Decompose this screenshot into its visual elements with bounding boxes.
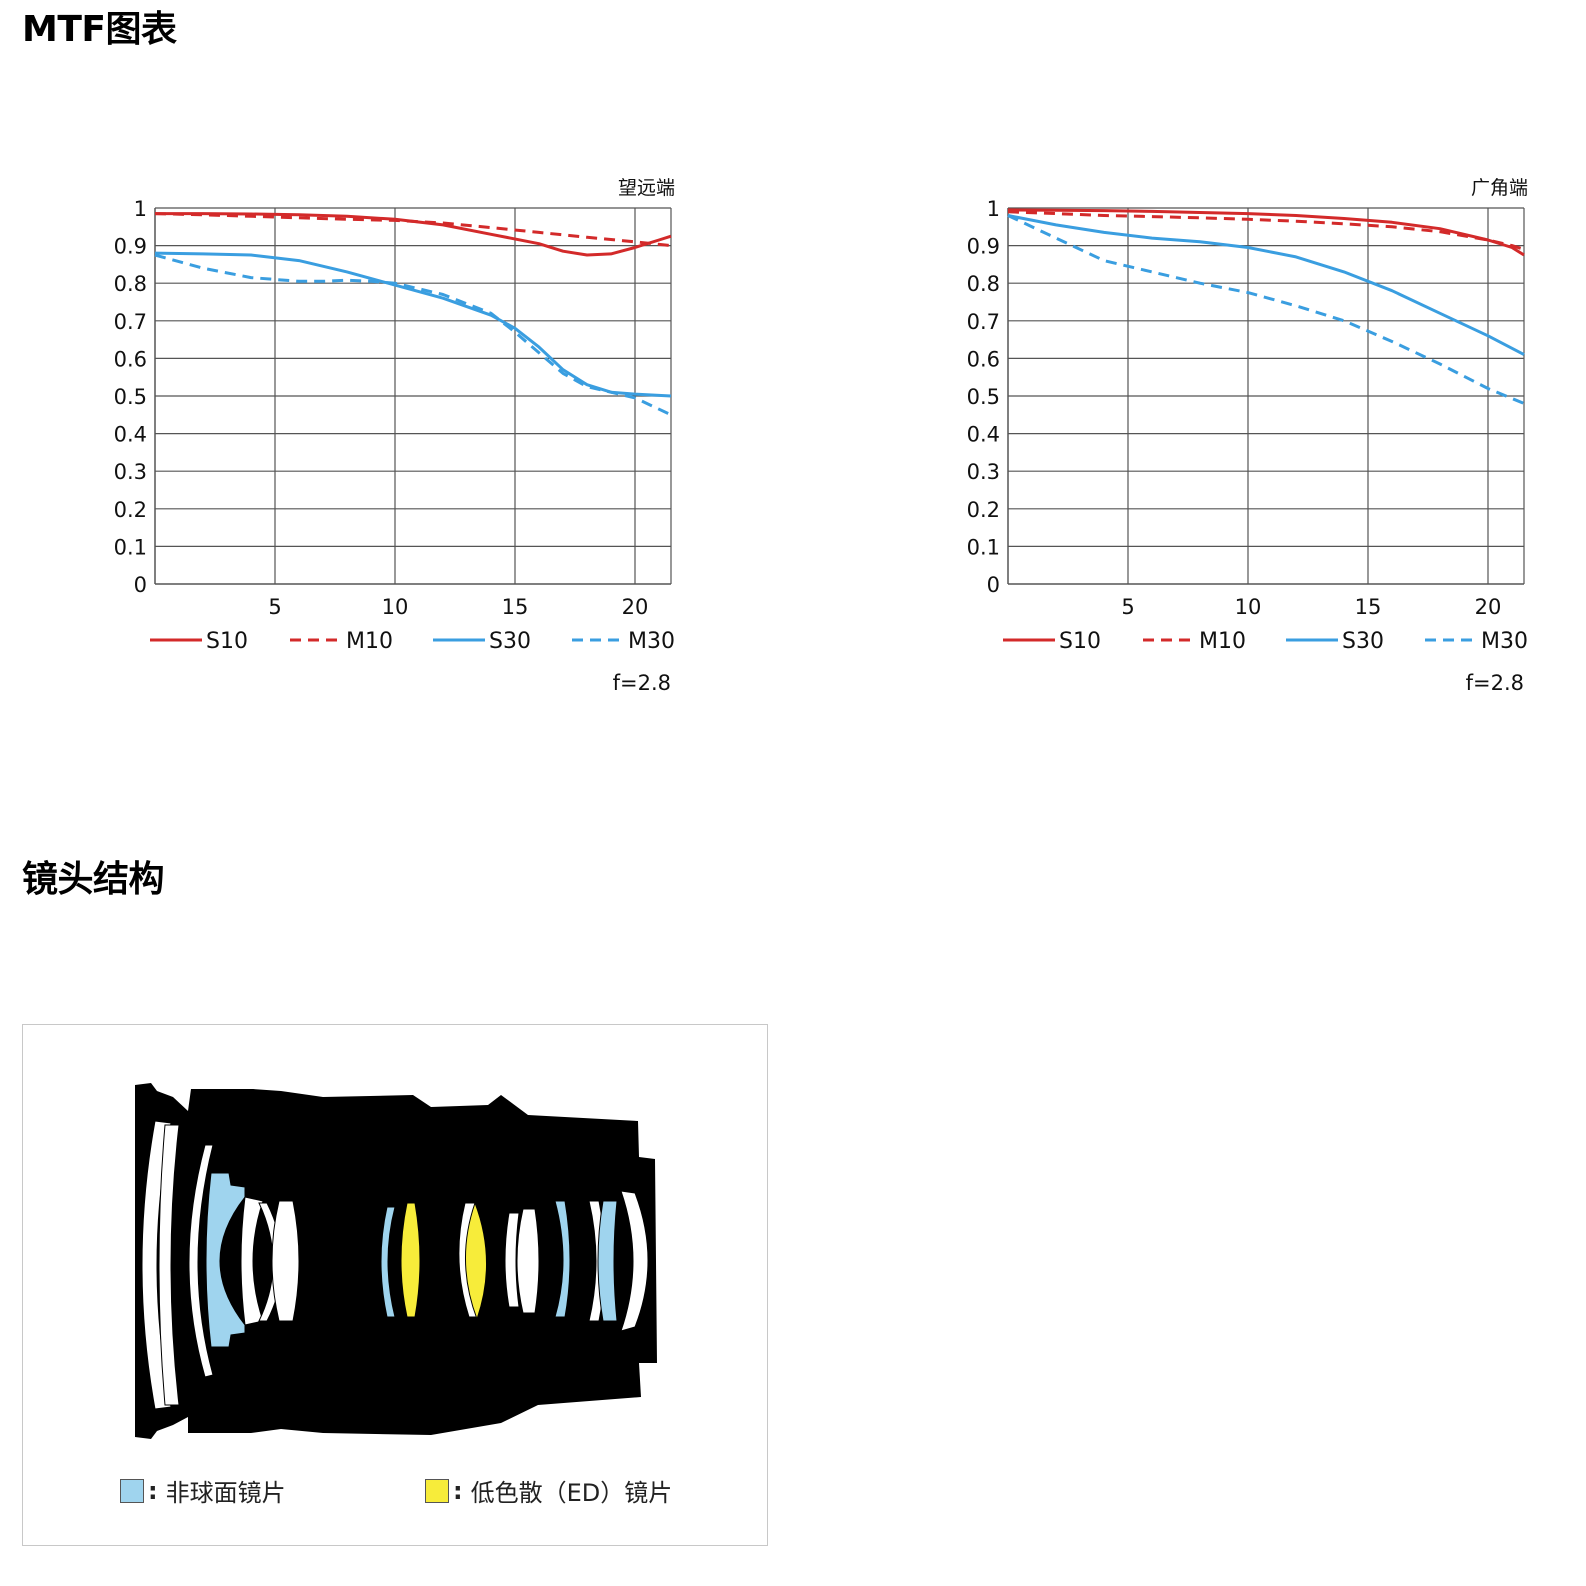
y-tick-label: 0.2 — [114, 498, 147, 522]
y-tick-label: 0.7 — [967, 310, 1000, 334]
y-tick-label: 0.6 — [967, 347, 1000, 371]
y-tick-label: 0.4 — [114, 423, 147, 447]
lens-construction-panel: : 非球面镜片 : 低色散（ED）镜片 — [22, 1024, 768, 1546]
y-tick-label: 0.5 — [967, 385, 1000, 409]
legend-label-m10: M10 — [1199, 629, 1246, 654]
mtf-chart-wide: 0 0.1 0.2 0.3 0.4 0.5 0.6 0.7 0.8 0.9 1 5 10 15 20 广角端 S… — [958, 160, 1586, 720]
y-tick-label: 0.9 — [967, 235, 1000, 259]
y-tick-label: 0.5 — [114, 385, 147, 409]
x-tick-label: 5 — [268, 595, 281, 619]
legend-swatch-aspherical — [120, 1478, 144, 1503]
lens-section-title: 镜头结构 — [22, 859, 165, 900]
x-tick-label: 10 — [382, 595, 409, 619]
y-tick-label: 0.2 — [967, 498, 1000, 522]
y-tick-label: 0.8 — [967, 272, 1000, 296]
chart-footnote: f=2.8 — [613, 671, 671, 695]
y-tick-label: 0.4 — [967, 423, 1000, 447]
legend-label-ed: 低色散（ED）镜片 — [470, 1479, 673, 1507]
legend-label-m30: M30 — [1481, 629, 1528, 654]
series-line-s10 — [155, 212, 672, 257]
legend-colon: : — [148, 1476, 158, 1505]
mtf-chart-telephoto-svg: 00.10.20.30.40.50.60.70.80.915 10 15 20望远端S… — [114, 177, 675, 695]
x-tick-label: 15 — [502, 595, 529, 619]
y-tick-label: 0.3 — [967, 460, 1000, 484]
legend-ed: : 低色散（ED）镜片 — [425, 1473, 672, 1508]
y-tick-label: 1 — [134, 197, 147, 221]
legend-label-m30: M30 — [628, 629, 675, 654]
legend-colon: : — [453, 1476, 463, 1505]
legend-label-s30: S30 — [489, 629, 531, 654]
x-tick-label: 5 — [1121, 595, 1134, 619]
mtf-section-title: MTF图表 — [22, 9, 177, 50]
legend-label-aspherical: 非球面镜片 — [165, 1479, 286, 1507]
lens-elements — [141, 1120, 649, 1410]
x-tick-label: 10 — [1235, 595, 1262, 619]
y-tick-label: 0 — [987, 573, 1000, 597]
y-tick-label: 0.1 — [114, 535, 147, 559]
y-tick-label: 1 — [987, 197, 1000, 221]
mtf-chart-wide-svg: 00.10.20.30.40.50.60.70.80.915 10 15 20广角端S… — [967, 177, 1528, 695]
y-tick-label: 0.3 — [114, 460, 147, 484]
series-line-m30 — [154, 253, 672, 417]
series-line-s10 — [1007, 208, 1525, 257]
y-tick-label: 0.1 — [967, 535, 1000, 559]
series-line-m30 — [1007, 214, 1525, 405]
y-tick-label: 0.8 — [114, 272, 147, 296]
x-tick-label: 20 — [1475, 595, 1502, 619]
x-tick-label: 15 — [1355, 595, 1382, 619]
chart-footnote: f=2.8 — [1466, 671, 1524, 695]
y-tick-label: 0.7 — [114, 310, 147, 334]
mtf-chart-telephoto: 0 0.1 0.2 0.3 0.4 0.5 0.6 0.7 0.8 0.9 1 5 10 15 20 望远端 S… — [105, 160, 825, 720]
lens-barrel — [135, 1083, 657, 1439]
series-line-m10 — [1007, 210, 1525, 251]
legend-aspherical: : 非球面镜片 — [120, 1473, 286, 1508]
y-tick-label: 0.9 — [114, 235, 147, 259]
legend-label-s10: S10 — [1059, 629, 1101, 654]
chart-title: 广角端 — [1471, 177, 1528, 199]
legend-swatch-ed — [425, 1478, 449, 1503]
legend-label-s30: S30 — [1342, 629, 1384, 654]
y-tick-label: 0.6 — [114, 347, 147, 371]
series-line-m10 — [154, 212, 672, 248]
lens-diagram — [135, 1083, 657, 1439]
x-tick-label: 20 — [622, 595, 649, 619]
legend-label-m10: M10 — [346, 629, 393, 654]
series-line-s30 — [1007, 214, 1525, 356]
legend-label-s10: S10 — [206, 629, 248, 654]
y-tick-label: 0 — [134, 573, 147, 597]
chart-title: 望远端 — [618, 177, 675, 199]
